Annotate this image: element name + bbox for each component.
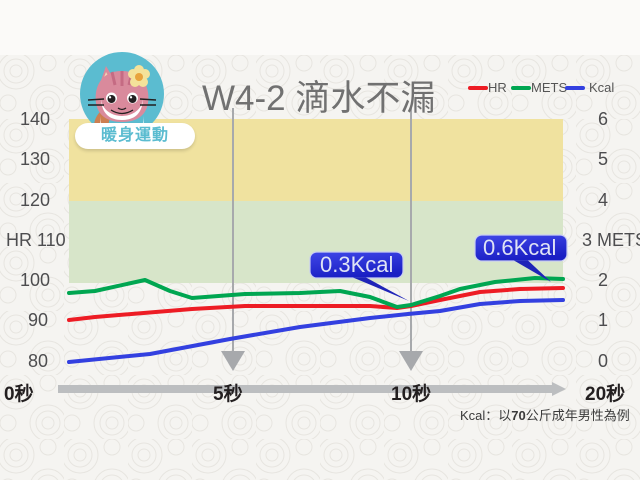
svg-text:0.6Kcal: 0.6Kcal — [483, 235, 556, 260]
